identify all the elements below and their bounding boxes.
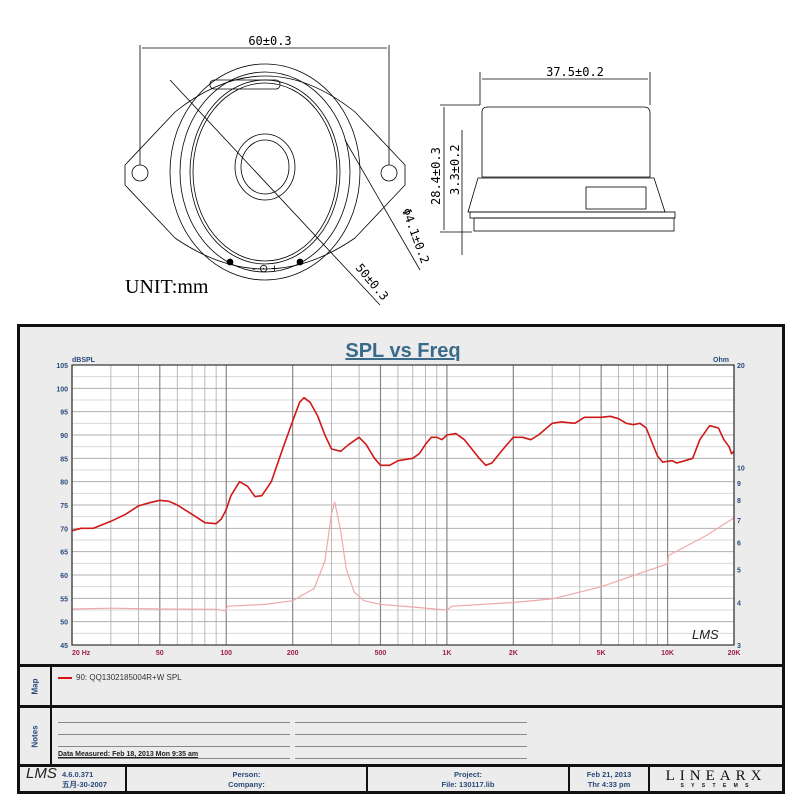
y-tick-label: 75 [60, 503, 68, 510]
date: Feb 21, 2013 [586, 770, 632, 779]
x-tick-label: 20K [728, 650, 741, 657]
y2-tick-label: 8 [737, 498, 741, 505]
version: 4.6.0.371 [62, 770, 94, 779]
y2-tick-label: 9 [737, 481, 741, 488]
terminal-label: - ⊙ + [252, 263, 277, 275]
project-cell: Project: File: 130117.lib [368, 767, 570, 791]
plot-area [71, 364, 735, 646]
file: File: 130117.lib [441, 780, 495, 789]
map-side-label: Map [20, 667, 52, 705]
speaker-mechanical-drawing: 60±0.3 - ⊙ + Φ4.1±0.2 50±0.3 UNIT:mm 37.… [124, 34, 676, 306]
x-tick-label: 200 [287, 650, 299, 657]
x-tick-label: 50 [156, 650, 164, 657]
y-tick-label: 70 [60, 526, 68, 533]
data-measured: Data Measured: Feb 18, 2013 Mon 9:35 am [58, 751, 199, 758]
notes-panel: Notes Data Measured: Feb 18, 2013 Mon 9:… [20, 705, 782, 764]
linearx-logo: LINEARX S Y S T E M S [665, 768, 767, 790]
side-view [440, 72, 676, 255]
version-cell: LMS 4.6.0.371 五月-30-2007 [20, 765, 127, 791]
y-tick-label: 95 [60, 410, 68, 417]
x-tick-label: 100 [220, 650, 232, 657]
project: Project: [454, 770, 482, 779]
y2-tick-label: 4 [737, 601, 741, 608]
lms-report: SPL vs Freq dBSPL Ohm 105 100 95 90 85 80 75 70… [17, 324, 785, 794]
map-panel: Map 90: QQ1302185004R+W SPL [20, 664, 782, 705]
x-tick-label: 500 [375, 650, 387, 657]
person-cell: Person: Company: [127, 767, 368, 791]
x-tick-label: 5K [597, 650, 606, 657]
y-tick-label: 85 [60, 456, 68, 463]
x-tick-label: 10K [661, 650, 674, 657]
lms-logo: LMS [26, 765, 57, 782]
y2-tick-label: 6 [737, 541, 741, 548]
person: Person: [232, 770, 261, 779]
lms-watermark: LMS [692, 627, 719, 642]
y2-tick-label: 7 [737, 518, 741, 525]
spl-curve [71, 396, 735, 532]
height-dimension: 28.4±0.3 [429, 147, 443, 205]
y2-tick-label: 3 [737, 643, 741, 650]
date-cell: Feb 21, 2013 Thr 4:33 pm [570, 767, 650, 791]
y-tick-label: 65 [60, 550, 68, 557]
y2-axis-label: Ohm [713, 357, 729, 364]
mount-hole-left [131, 164, 149, 182]
y-tick-label: 90 [60, 433, 68, 440]
company: Company: [228, 780, 265, 789]
time: Thr 4:33 pm [587, 780, 631, 789]
legend-swatch [58, 676, 72, 679]
flange-dimension: 3.3±0.2 [448, 144, 462, 195]
mount-hole-right [380, 164, 398, 182]
y-tick-label: 45 [60, 643, 68, 650]
y-tick-label: 105 [56, 363, 68, 370]
legend-text: 90: QQ1302185004R+W SPL [76, 673, 182, 682]
x-tick-label: 2K [509, 650, 518, 657]
depth-dimension: 37.5±0.2 [546, 65, 604, 79]
chart-title: SPL vs Freq [345, 340, 460, 362]
build-date: 五月-30-2007 [62, 780, 108, 789]
impedance-curve [71, 501, 735, 612]
hole-dimension: Φ4.1±0.2 [399, 206, 432, 265]
y-tick-label: 80 [60, 480, 68, 487]
y-tick-label: 50 [60, 620, 68, 627]
legend-item: 90: QQ1302185004R+W SPL [58, 673, 182, 682]
y-tick-label: 60 [60, 573, 68, 580]
x-tick-label: 1K [442, 650, 451, 657]
y2-tick-label: 5 [737, 568, 741, 575]
y-tick-label: 55 [60, 596, 68, 603]
spl-chart: SPL vs Freq dBSPL Ohm 105100959085807570… [56, 340, 745, 657]
footer: LMS 4.6.0.371 五月-30-2007 Person: Company:… [20, 764, 782, 791]
y2-tick-label: 20 [737, 363, 745, 370]
width-dimension: 60±0.3 [248, 34, 291, 48]
y2-tick-label: 10 [737, 465, 745, 472]
y-axis-label: dBSPL [72, 357, 96, 364]
notes-side-label: Notes [20, 708, 52, 764]
x-tick-label: 20 Hz [72, 650, 91, 657]
y-tick-label: 100 [56, 386, 68, 393]
unit-label: UNIT:mm [125, 276, 209, 298]
front-view [124, 45, 421, 306]
